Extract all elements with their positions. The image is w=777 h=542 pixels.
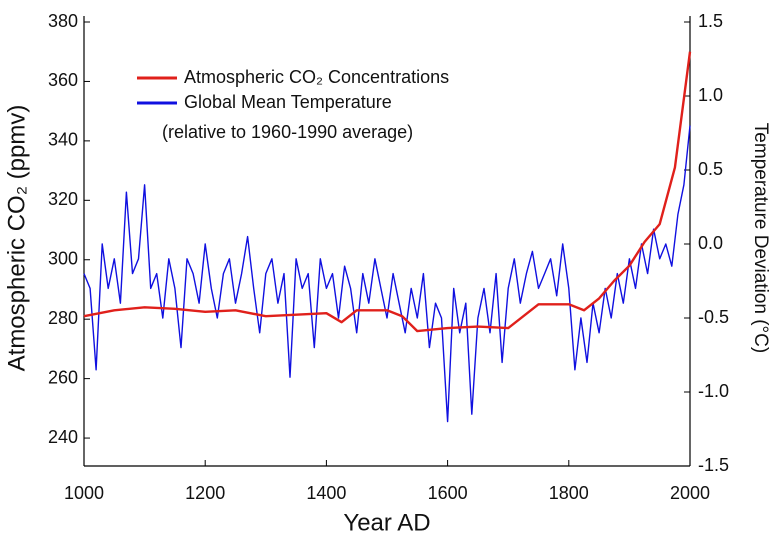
y2-tick-label: 1.0 [698,85,723,105]
x-tick-label: 1000 [64,483,104,503]
y2-tick-label: -1.5 [698,455,729,475]
y-tick-label: 380 [48,11,78,31]
y2-tick-label: -1.0 [698,381,729,401]
y-tick-label: 340 [48,130,78,150]
x-tick-label: 2000 [670,483,710,503]
y2-axis-title: Temperature Deviation (°C) [750,123,771,353]
x-tick-label: 1800 [549,483,589,503]
y-tick-label: 240 [48,427,78,447]
y2-tick-label: 0.5 [698,159,723,179]
y-tick-label: 300 [48,249,78,269]
x-tick-label: 1400 [306,483,346,503]
y2-tick-label: -0.5 [698,307,729,327]
y-tick-label: 360 [48,70,78,90]
legend-note: (relative to 1960-1990 average) [162,122,413,142]
series-line [83,51,692,333]
y2-tick-label: 1.5 [698,11,723,31]
x-axis-title: Year AD [343,509,430,536]
y-axis-title: Atmospheric CO₂ (ppmv) [3,105,30,372]
x-tick-label: 1600 [428,483,468,503]
y-tick-label: 260 [48,367,78,387]
y2-tick-label: 0.0 [698,233,723,253]
y-tick-label: 320 [48,189,78,209]
legend-label: Atmospheric CO₂ Concentrations [184,67,449,87]
series-line [83,125,691,423]
y-tick-label: 280 [48,308,78,328]
x-tick-label: 1200 [185,483,225,503]
legend-label: Global Mean Temperature [184,92,392,112]
